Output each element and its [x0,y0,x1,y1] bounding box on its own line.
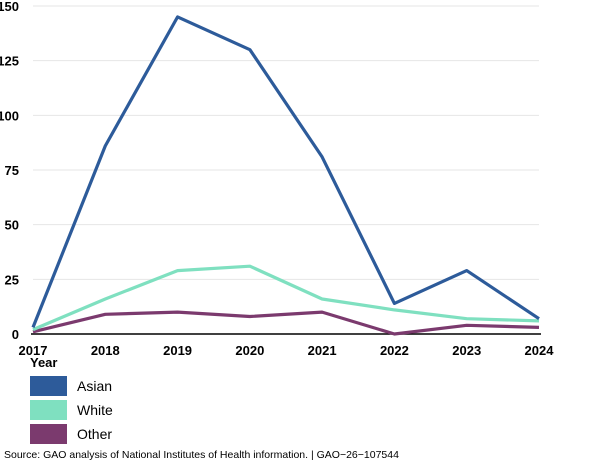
x-axis-ticks: 2017 2018 2019 2020 2021 2022 2023 2024 [19,343,555,358]
gridlines [33,5,539,280]
y-tick-label: 75 [5,163,19,178]
x-tick-label: 2023 [452,343,481,358]
legend-item-other: Other [30,422,113,446]
series-line-white [32,264,540,332]
legend-label-white: White [77,402,113,418]
x-tick-label: 2017 [19,343,48,358]
legend-label-asian: Asian [77,378,113,394]
y-tick-label: 100 [0,108,19,123]
legend-swatch-asian [30,376,67,396]
y-tick-label: 150 [0,0,19,14]
x-tick-label: 2020 [235,343,264,358]
legend-swatch-other [30,424,67,444]
legend: Year Asian White Other [30,355,113,446]
legend-item-asian: Asian [30,374,113,398]
legend-label-other: Other [77,426,113,442]
x-tick-label: 2019 [163,343,192,358]
series-lines [31,15,540,336]
legend-title: Year [30,355,58,370]
x-tick-label: 2024 [525,343,555,358]
y-tick-label: 125 [0,54,19,69]
y-tick-label: 25 [5,272,19,287]
y-tick-label: 0 [12,327,19,342]
series-line-asian [31,15,540,328]
y-axis-ticks: 0 25 50 75 100 125 150 [0,0,19,342]
legend-item-white: White [30,398,113,422]
series-line-other [32,310,540,336]
y-tick-label: 50 [5,218,19,233]
x-tick-label: 2018 [91,343,120,358]
legend-swatch-white [30,400,67,420]
x-tick-label: 2022 [380,343,409,358]
source-note: Source: GAO analysis of National Institu… [4,449,399,461]
x-tick-label: 2021 [308,343,337,358]
